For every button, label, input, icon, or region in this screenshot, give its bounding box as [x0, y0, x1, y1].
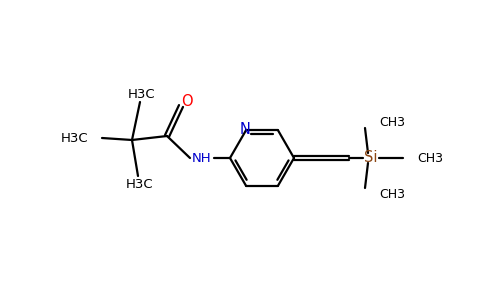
Text: H3C: H3C — [126, 178, 154, 190]
Text: NH: NH — [192, 152, 212, 164]
Text: CH3: CH3 — [417, 152, 443, 164]
Text: Si: Si — [364, 151, 378, 166]
Text: N: N — [240, 122, 250, 137]
Text: H3C: H3C — [128, 88, 156, 100]
Text: CH3: CH3 — [379, 116, 405, 128]
Text: O: O — [181, 94, 193, 110]
Text: CH3: CH3 — [379, 188, 405, 200]
Text: H3C: H3C — [60, 131, 88, 145]
